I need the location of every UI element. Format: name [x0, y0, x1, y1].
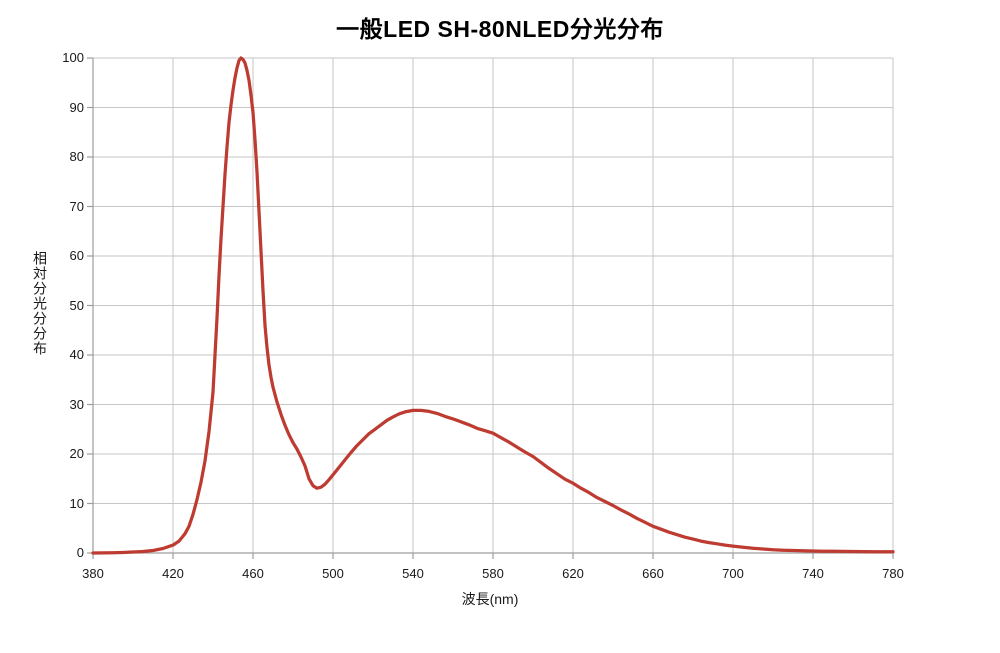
y-tick-label: 20 — [69, 446, 84, 461]
y-tick-label: 80 — [69, 149, 84, 164]
x-tick-label: 660 — [642, 566, 664, 581]
y-tick-label: 30 — [69, 396, 84, 412]
y-tick-label: 0 — [76, 545, 84, 560]
gridlines — [92, 57, 894, 554]
axes — [87, 57, 894, 559]
y-tick-label: 70 — [69, 198, 84, 214]
x-tick-label: 700 — [722, 566, 744, 581]
x-tick-label: 460 — [242, 566, 264, 581]
x-tick-label: 500 — [322, 566, 344, 581]
series-line — [91, 56, 895, 555]
y-tick-label: 10 — [69, 495, 84, 511]
x-tick-label: 620 — [562, 566, 584, 581]
y-tick-label: 90 — [69, 99, 84, 115]
x-tick-label: 740 — [802, 566, 824, 581]
y-tick-label: 60 — [69, 248, 84, 263]
y-tick-label: 50 — [69, 297, 84, 313]
x-tick-label: 420 — [162, 566, 184, 581]
x-tick-label: 380 — [82, 566, 104, 581]
chart-title: 一般LED SH-80NLED分光分布 — [336, 16, 664, 42]
y-tick-label: 100 — [62, 50, 84, 65]
y-axis-title: 相対分光分分布 — [32, 251, 48, 356]
x-tick-label: 780 — [882, 566, 904, 581]
series — [91, 56, 895, 555]
x-axis-title: 波長(nm) — [461, 591, 519, 607]
y-tick-label: 40 — [69, 347, 84, 362]
x-tick-label: 580 — [482, 566, 504, 581]
x-tick-label: 540 — [402, 566, 424, 581]
